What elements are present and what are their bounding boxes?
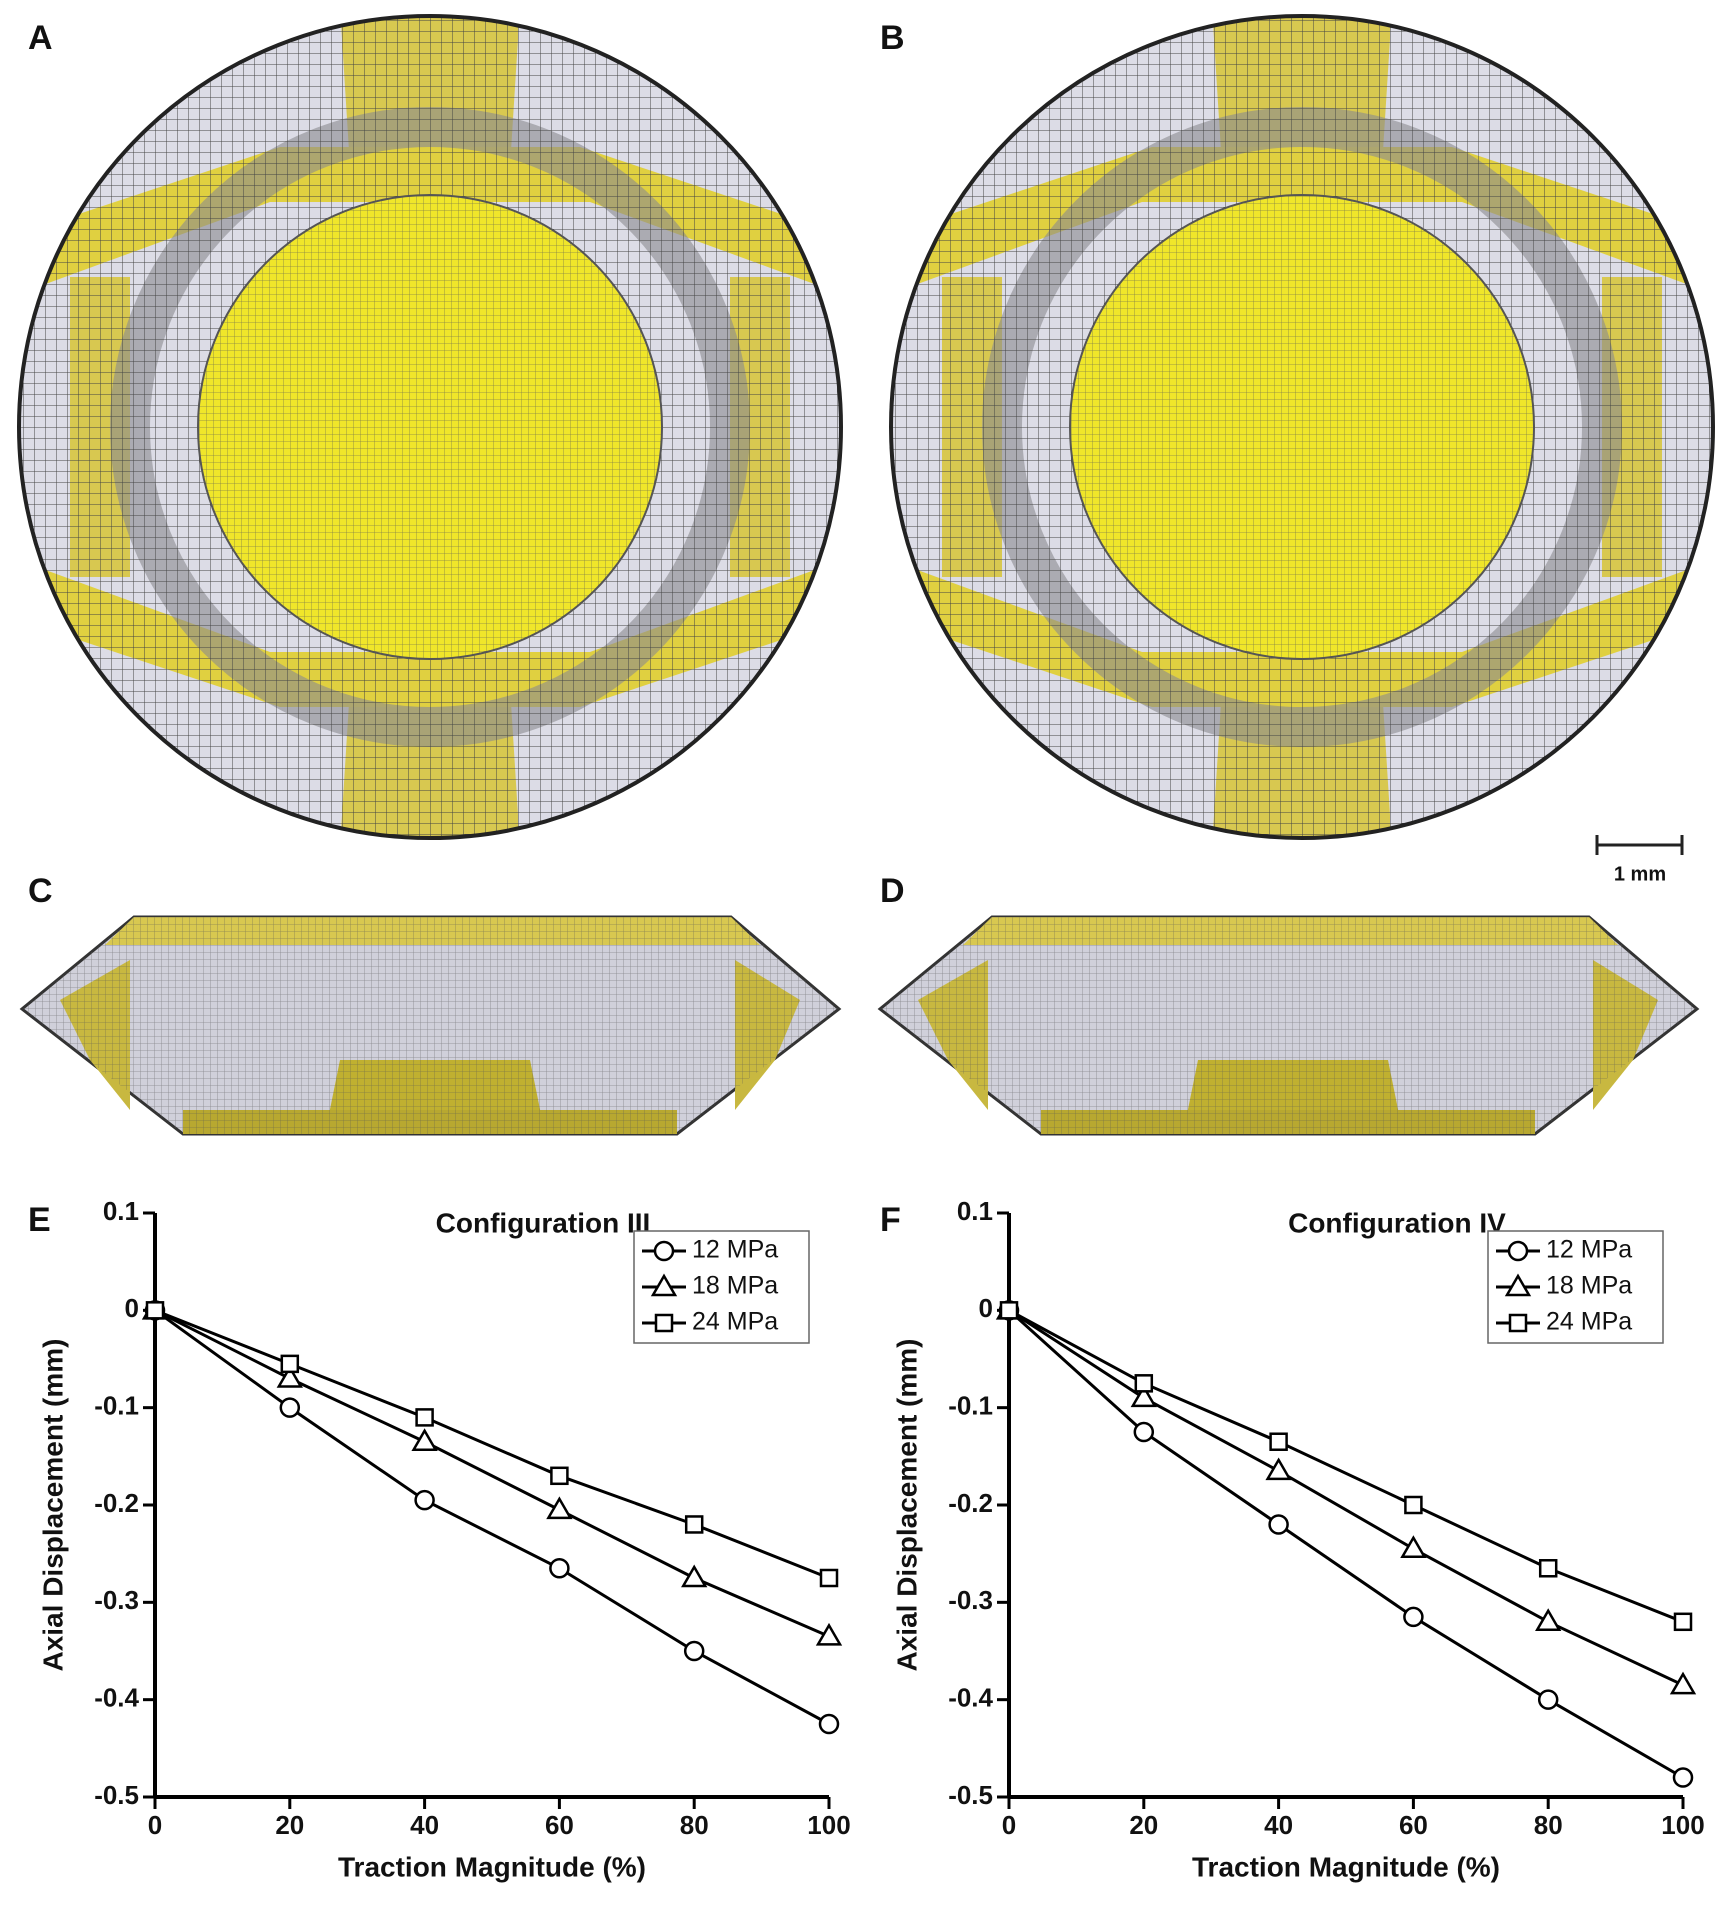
marker [1400,1535,1427,1559]
legend-label: 12 MPa [1546,1236,1632,1264]
marker [546,1496,573,1520]
legend-marker [1504,1273,1532,1297]
y-tick-label: 0 [125,1293,139,1323]
series-line [1007,1309,1684,1779]
y-tick-label: -0.2 [948,1488,993,1518]
series-line [154,1308,830,1580]
series-line [1008,1309,1684,1624]
panel-label: A [28,19,53,57]
marker [1537,1689,1559,1710]
panel-label: C [28,872,53,910]
legend-label: 24 MPa [692,1308,778,1336]
scale-bar [1595,835,1684,855]
x-tick-label: 60 [1399,1810,1428,1840]
y-axis-label: Axial Displacement (mm) [891,1339,922,1672]
marker [683,1640,705,1662]
mesh-top-view [882,7,1718,847]
mesh-side-view [20,915,841,1136]
marker [1673,1612,1693,1632]
y-tick-label: -0.4 [94,1683,139,1713]
marker [1265,1457,1292,1481]
x-tick-label: 100 [1661,1810,1704,1840]
legend-marker [1508,1313,1528,1333]
legend-marker [650,1273,678,1297]
x-tick-label: 100 [807,1810,850,1840]
x-tick-label: 0 [1002,1810,1016,1840]
marker [1130,1384,1157,1408]
marker [1403,1606,1424,1628]
marker [1672,1767,1694,1788]
marker [1268,1514,1289,1535]
mesh-top-view [10,7,850,847]
marker [415,1408,434,1427]
legend-marker [654,1313,674,1333]
chart-title: Configuration IV [1288,1207,1506,1238]
legend-label: 18 MPa [692,1272,778,1300]
marker [1134,1374,1154,1393]
series-line [154,1308,830,1638]
marker [1669,1671,1697,1695]
y-tick-label: -0.1 [948,1391,993,1421]
y-tick-label: -0.3 [948,1585,993,1615]
marker [1404,1495,1423,1515]
x-tick-label: 20 [1129,1810,1158,1840]
mesh-side-view [878,915,1699,1136]
panel-label: E [28,1201,51,1239]
x-tick-label: 80 [1534,1810,1563,1840]
legend-label: 18 MPa [1546,1272,1632,1300]
x-tick-label: 40 [1264,1810,1293,1840]
panel-label: B [880,19,905,57]
marker [818,1713,840,1735]
x-tick-label: 0 [148,1810,162,1840]
marker [1269,1432,1288,1451]
panel-label: D [880,872,905,910]
series-line [154,1309,830,1726]
x-tick-label: 20 [275,1810,304,1840]
x-tick-label: 60 [545,1810,574,1840]
marker [279,1397,301,1418]
panel-label: F [880,1201,901,1239]
legend-marker [653,1240,675,1262]
x-tick-label: 40 [410,1810,439,1840]
x-axis-label: Traction Magnitude (%) [338,1851,646,1882]
marker [280,1354,300,1374]
series-line [1008,1309,1684,1687]
y-tick-label: -0.1 [94,1391,139,1421]
marker [145,1301,165,1320]
marker [1133,1421,1155,1443]
y-tick-label: -0.4 [948,1683,993,1713]
chart-title: Configuration III [436,1207,651,1238]
marker [411,1428,438,1451]
y-tick-label: -0.2 [94,1488,139,1518]
marker [1535,1608,1562,1632]
marker [999,1301,1019,1320]
x-tick-label: 80 [680,1810,709,1840]
marker [684,1515,704,1534]
scale-bar-label: 1 mm [1614,863,1666,885]
y-tick-label: -0.3 [94,1585,139,1615]
legend-marker [1507,1240,1529,1262]
marker [549,1558,570,1579]
marker [681,1564,708,1588]
marker [550,1466,569,1486]
y-axis-label: Axial Displacement (mm) [37,1339,68,1672]
legend-label: 24 MPa [1546,1308,1632,1336]
y-tick-label: -0.5 [948,1780,993,1810]
y-tick-label: 0.1 [957,1196,993,1226]
x-axis-label: Traction Magnitude (%) [1192,1851,1500,1882]
legend-label: 12 MPa [692,1236,778,1264]
marker [414,1489,435,1511]
marker [1538,1559,1558,1578]
y-tick-label: -0.5 [94,1780,139,1810]
y-tick-label: 0.1 [103,1196,139,1226]
marker [276,1364,303,1388]
marker [815,1622,843,1646]
marker [819,1568,839,1588]
y-tick-label: 0 [979,1293,993,1323]
